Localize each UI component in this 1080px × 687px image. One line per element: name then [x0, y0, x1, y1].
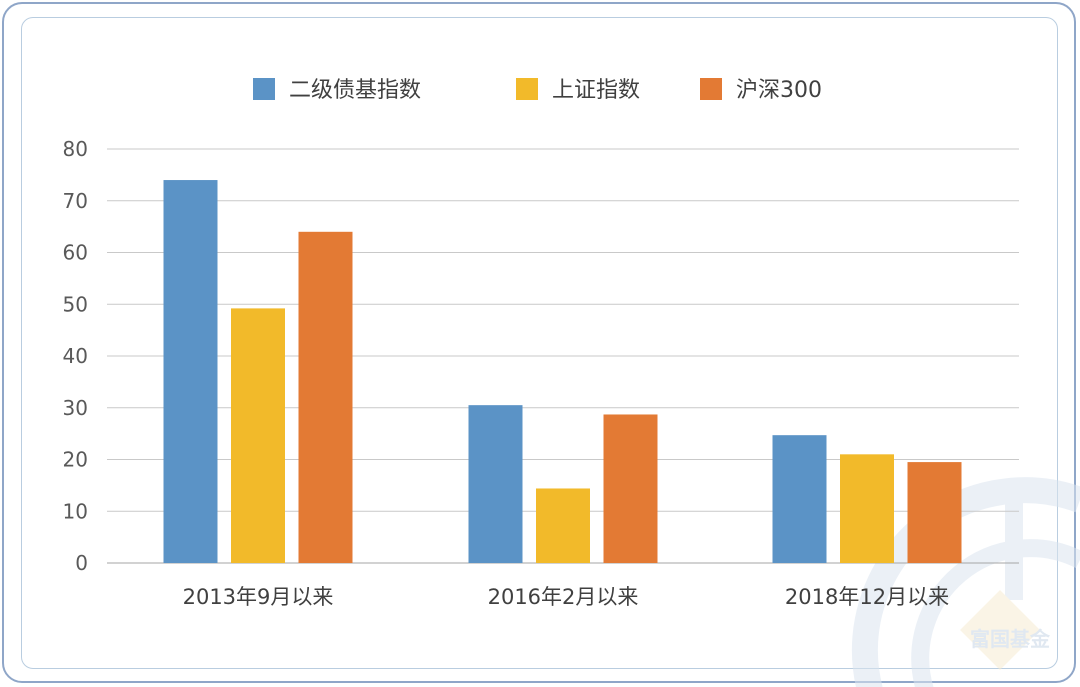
bar-1-series-2 [231, 308, 285, 563]
y-tick-label: 60 [63, 241, 88, 265]
bar-2-series-1 [468, 405, 523, 563]
legend-item: 上证指数 [516, 78, 640, 103]
bar-3-series-1 [772, 435, 827, 563]
x-category-label: 2018年12月以来 [785, 585, 949, 609]
card-inner-border [21, 17, 1058, 669]
y-tick-label: 50 [63, 292, 88, 316]
bar-marks [163, 180, 962, 564]
legend-swatch [516, 78, 538, 100]
bar-3-series-3 [907, 462, 962, 563]
bar-2-series-2 [536, 488, 590, 563]
legend-swatch [700, 78, 722, 100]
bar-1-series-3 [298, 231, 353, 564]
bar-3-series-2 [840, 454, 894, 563]
legend-item: 二级债基指数 [253, 78, 421, 103]
y-tick-label: 0 [75, 551, 88, 575]
x-category-label: 2013年9月以来 [183, 585, 334, 609]
legend-swatch [253, 78, 275, 100]
y-tick-label: 40 [63, 344, 88, 368]
y-tick-label: 80 [63, 137, 88, 161]
x-axis-labels: 2013年9月以来 2016年2月以来 2018年12月以来 [183, 585, 949, 609]
bar-2-series-3 [603, 414, 658, 563]
y-tick-label: 20 [63, 448, 88, 472]
legend-label: 沪深300 [736, 78, 822, 103]
y-tick-label: 30 [63, 396, 88, 420]
x-category-label: 2016年2月以来 [488, 585, 639, 609]
y-axis-ticks: 0 10 20 30 40 50 60 70 80 [63, 137, 88, 575]
legend-label: 上证指数 [552, 78, 640, 103]
watermark-text: 富国基金 [970, 627, 1051, 651]
legend-item: 沪深300 [700, 78, 822, 103]
y-tick-label: 10 [63, 499, 88, 523]
legend-label: 二级债基指数 [289, 78, 421, 103]
y-tick-label: 70 [63, 189, 88, 213]
bar-1-series-1 [163, 180, 218, 564]
legend: 二级债基指数 上证指数 沪深300 [253, 78, 822, 103]
